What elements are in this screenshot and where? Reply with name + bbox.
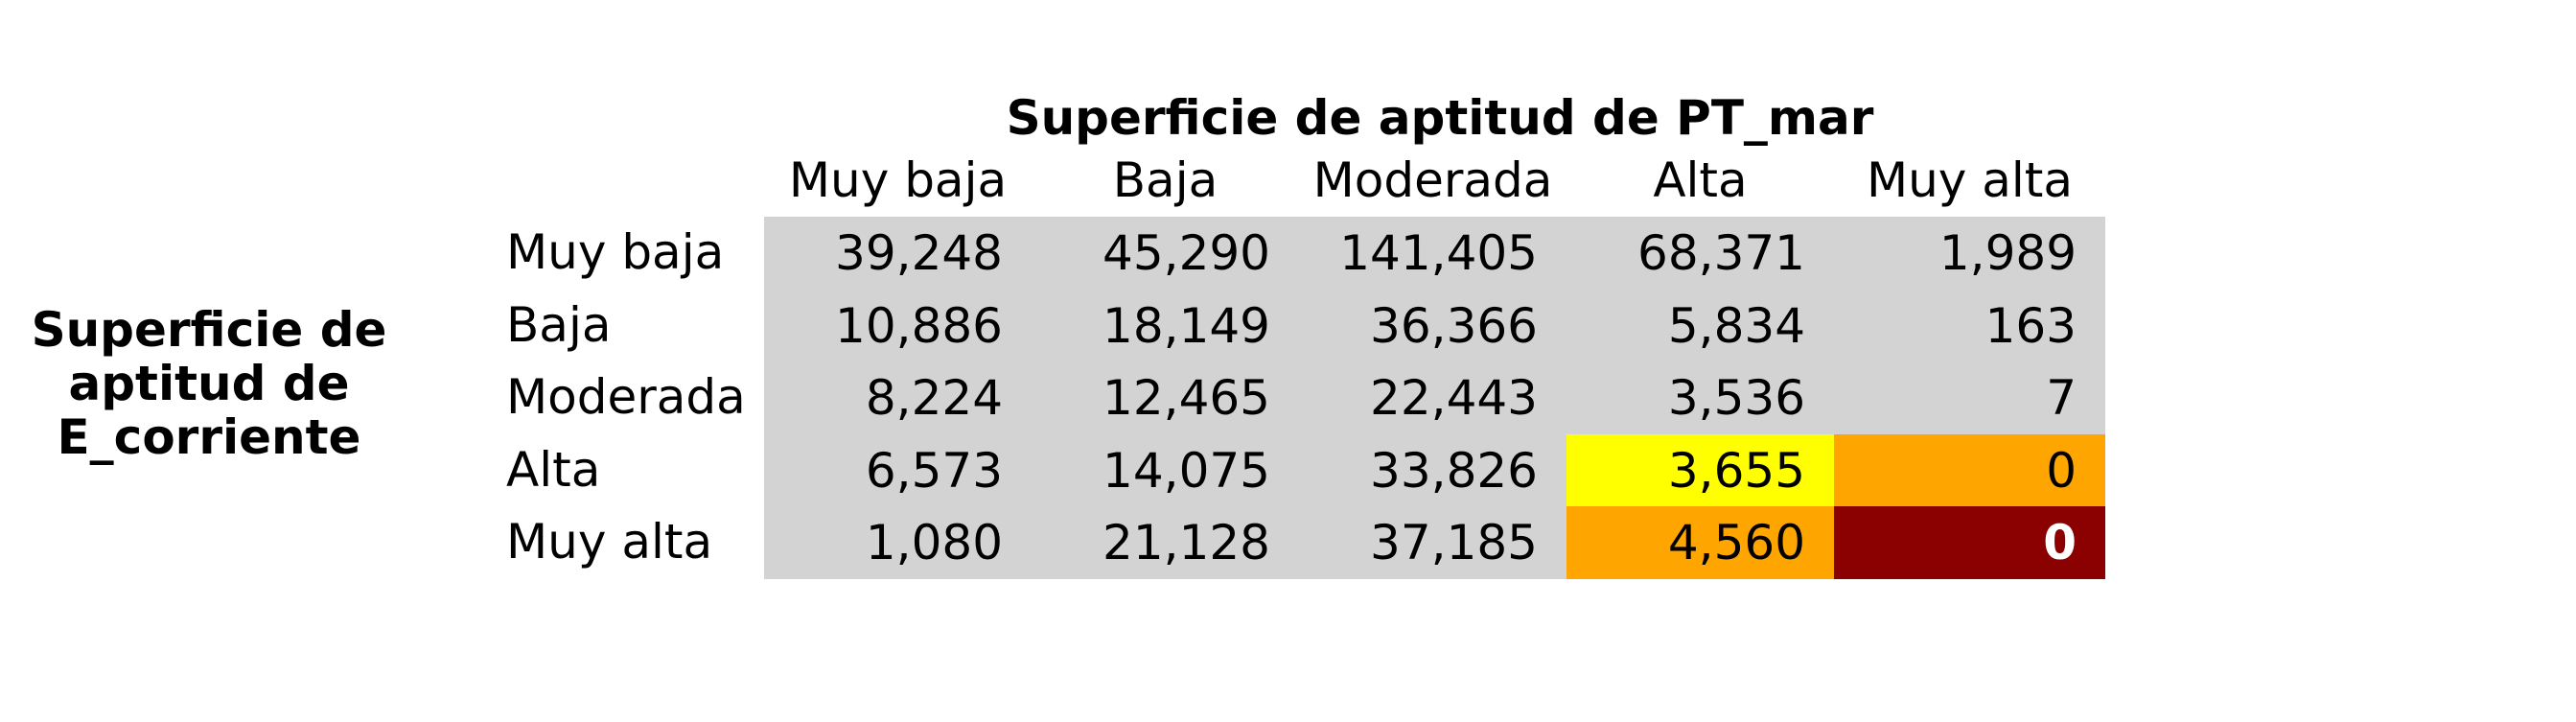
table-cell: 0 [1834, 506, 2105, 580]
row-header: Alta [506, 441, 601, 498]
row-header: Moderada [506, 369, 746, 426]
table-cell: 37,185 [1299, 506, 1566, 580]
table-cell: 8,224 [764, 361, 1032, 435]
table-cell: 45,290 [1032, 217, 1299, 291]
table-cell: 1,080 [764, 506, 1032, 580]
table-cell: 141,405 [1299, 217, 1566, 291]
table-cell: 5,834 [1566, 289, 1834, 362]
table-cell: 4,560 [1566, 506, 1834, 580]
table-cell: 10,886 [764, 289, 1032, 362]
table-cell: 0 [1834, 433, 2105, 507]
row-header: Baja [506, 296, 612, 353]
row-axis-title: Superficie de aptitud de E_corriente [0, 303, 418, 464]
table-cell: 33,826 [1299, 433, 1566, 507]
table-title: Superficie de aptitud de PT_mar [1006, 90, 1874, 146]
table-cell: 6,573 [764, 433, 1032, 507]
table-cell: 3,536 [1566, 361, 1834, 435]
row-axis-title-line: Superficie de [31, 302, 387, 358]
table-cell: 18,149 [1032, 289, 1299, 362]
table-cell: 12,465 [1032, 361, 1299, 435]
table-cell: 163 [1834, 289, 2105, 362]
row-header: Muy baja [506, 224, 725, 280]
row-axis-title-line: aptitud de [68, 356, 350, 411]
table-cell: 14,075 [1032, 433, 1299, 507]
column-header: Muy baja [788, 152, 1008, 208]
row-axis-title-line: E_corriente [57, 409, 361, 465]
table-cell: 21,128 [1032, 506, 1299, 580]
table-cell: 1,989 [1834, 217, 2105, 291]
row-header: Muy alta [506, 514, 713, 571]
column-header: Muy alta [1866, 152, 2074, 208]
table-cell: 39,248 [764, 217, 1032, 291]
table-cell: 7 [1834, 361, 2105, 435]
column-header: Moderada [1312, 152, 1553, 208]
table-cell: 3,655 [1566, 433, 1834, 507]
column-header: Alta [1653, 152, 1748, 208]
column-header: Baja [1112, 152, 1218, 208]
table-cell: 22,443 [1299, 361, 1566, 435]
table-cell: 68,371 [1566, 217, 1834, 291]
table-cell: 36,366 [1299, 289, 1566, 362]
